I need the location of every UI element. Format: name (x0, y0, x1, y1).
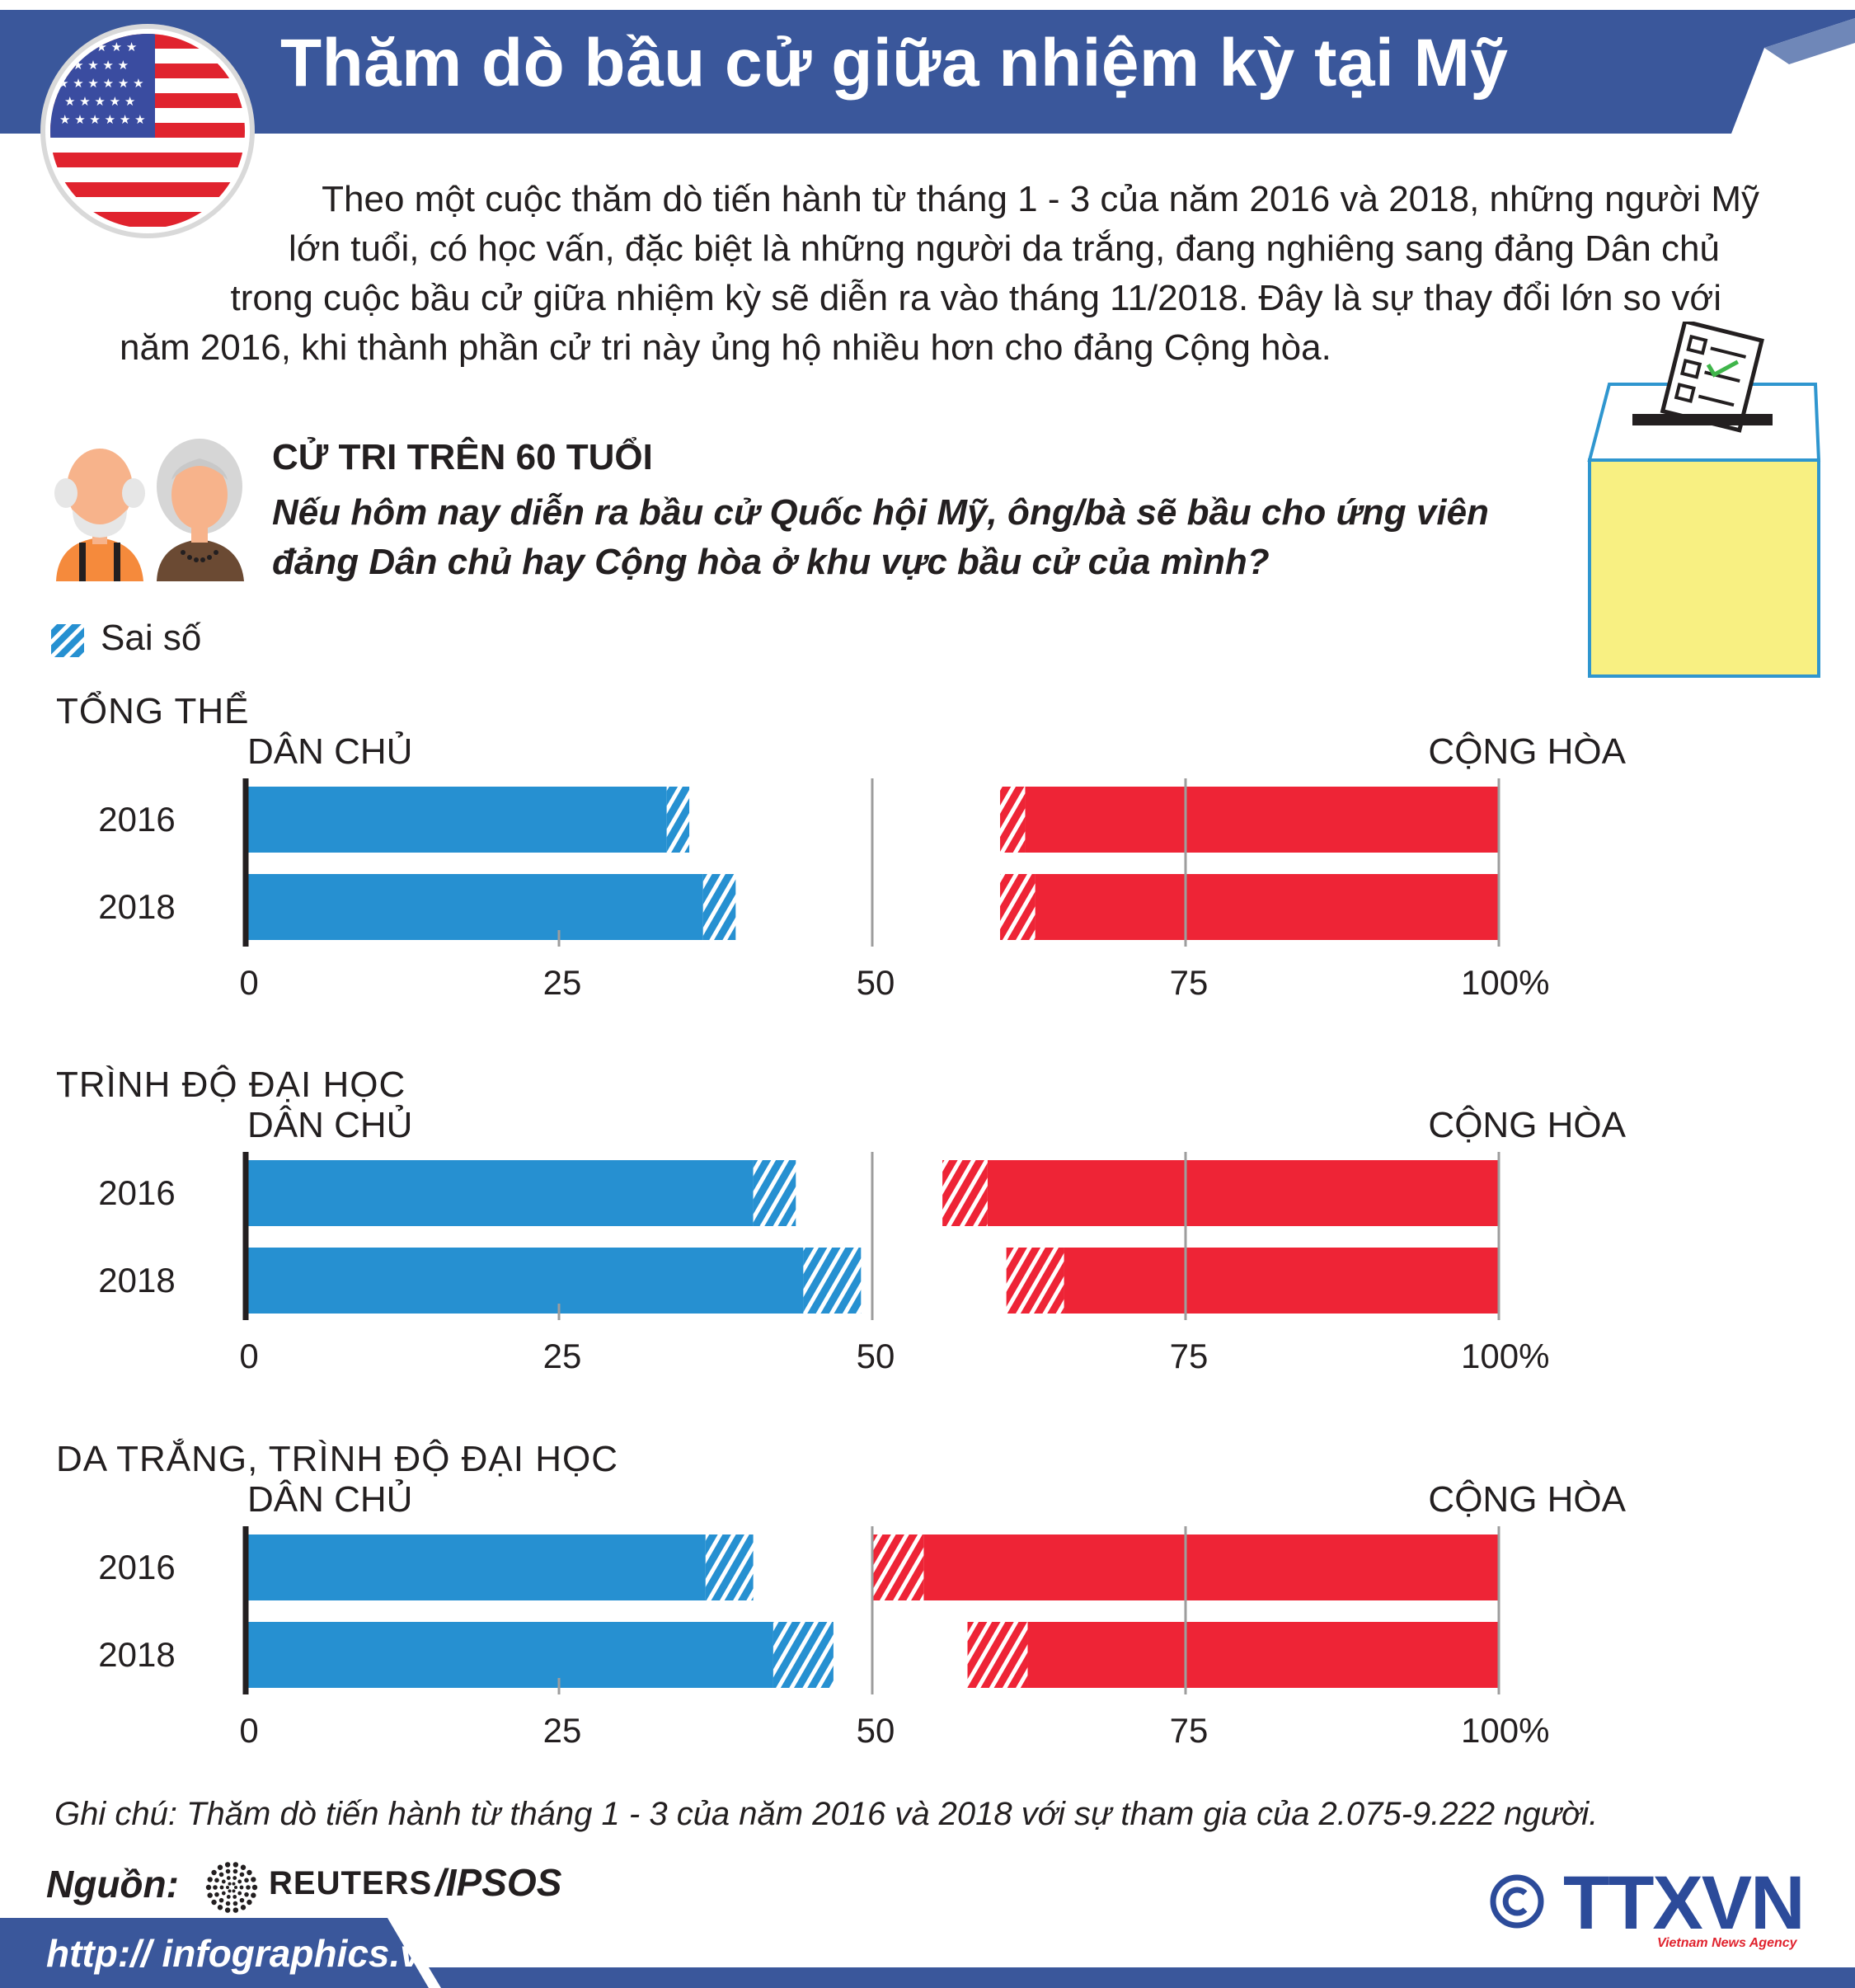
survey-question-line: đảng Dân chủ hay Cộng hòa ở khu vực bầu … (272, 542, 1270, 582)
republican-margin-of-error (1000, 874, 1036, 940)
democrat-label: DÂN CHỦ (247, 730, 412, 772)
democrat-margin-of-error (666, 787, 690, 853)
chart-panel-overall: TỔNG THỂ DÂN CHỦ CỘNG HÒA 2016 2018 0 25 50 75 1… (0, 691, 1855, 1021)
grandfather-icon (54, 449, 145, 581)
democrat-bar (246, 787, 667, 853)
ballot-box-icon (1587, 322, 1821, 678)
reuters-logo-icon (205, 1862, 258, 1913)
x-tick-label: 100% (1461, 1337, 1549, 1375)
svg-text:★ ★ ★ ★ ★: ★ ★ ★ ★ ★ (64, 94, 135, 109)
x-tick-label: 25 (543, 1337, 582, 1375)
subtitle-heading: CỬ TRI TRÊN 60 TUỔI (272, 437, 653, 477)
category-label: 2016 (98, 800, 175, 839)
intro-line: trong cuộc bầu cử giữa nhiệm kỳ sẽ diễn … (230, 278, 1721, 318)
legend-label: Sai số (101, 618, 202, 658)
republican-label: CỘNG HÒA (1428, 1104, 1626, 1145)
category-label: 2018 (98, 887, 175, 926)
republican-bar (987, 1160, 1499, 1226)
header-band (0, 10, 1855, 134)
democrat-margin-of-error (702, 874, 736, 940)
source-name: REUTERS (269, 1865, 433, 1901)
chart-overall: DÂN CHỦ CỘNG HÒA 2016 2018 0 25 50 75 100% (98, 730, 1626, 1002)
copyright-icon (1490, 1874, 1544, 1929)
survey-question-line: Nếu hôm nay diễn ra bầu cử Quốc hội Mỹ, … (272, 492, 1489, 533)
chart-panel-white-college: DA TRẮNG, TRÌNH ĐỘ ĐẠI HỌC DÂN CHỦ CỘNG H… (0, 1439, 1855, 1769)
x-tick-label: 0 (239, 1711, 258, 1750)
republican-margin-of-error (1000, 787, 1026, 853)
source-label: Nguồn: (46, 1863, 179, 1906)
republican-bar (1027, 1622, 1499, 1688)
democrat-margin-of-error (753, 1160, 796, 1226)
category-label: 2018 (98, 1261, 175, 1299)
republican-bar (1035, 874, 1499, 940)
elderly-voters-icon (54, 439, 244, 581)
svg-text:★ ★ ★ ★ ★ ★: ★ ★ ★ ★ ★ ★ (58, 76, 144, 91)
democrat-bar (246, 1248, 804, 1314)
republican-margin-of-error (967, 1622, 1028, 1688)
democrat-margin-of-error (705, 1534, 754, 1600)
us-flag-icon: ★ ★ ★ ★ ★ ★ ★ ★ ★ ★ ★ ★ ★ ★ ★ ★ ★ ★ ★ ★ … (40, 24, 255, 238)
x-tick-label: 50 (857, 1337, 895, 1375)
republican-label: CỘNG HÒA (1428, 731, 1626, 772)
chart-panel-college: TRÌNH ĐỘ ĐẠI HỌC DÂN CHỦ CỘNG HÒA 2016 2018… (0, 1064, 1855, 1394)
republican-margin-of-error (1006, 1248, 1064, 1314)
democrat-label: DÂN CHỦ (247, 1478, 412, 1520)
category-label: 2016 (98, 1548, 175, 1586)
democrat-bar (246, 1534, 706, 1600)
x-tick-label: 50 (857, 1711, 895, 1750)
chart-white-college: DÂN CHỦ CỘNG HÒA 2016 2018 0 25 50 75 100% (98, 1478, 1626, 1750)
agency-logo: TTXVN (1563, 1861, 1806, 1945)
intro-line: năm 2016, khi thành phần cử tri này ủng … (120, 327, 1331, 368)
x-tick-label: 0 (239, 963, 258, 1002)
x-tick-label: 100% (1461, 963, 1549, 1002)
agency-tagline: Vietnam News Agency (1657, 1936, 1797, 1950)
republican-bar (1064, 1248, 1499, 1314)
panel-title: DA TRẮNG, TRÌNH ĐỘ ĐẠI HỌC (56, 1439, 619, 1479)
grandmother-icon (157, 439, 244, 581)
democrat-margin-of-error (803, 1248, 862, 1314)
democrat-bar (246, 874, 703, 940)
source-partner: /IPSOS (435, 1861, 562, 1904)
website-link[interactable]: http:// infographics.vn (46, 1932, 444, 1975)
democrat-bar (246, 1622, 773, 1688)
svg-text:★ ★ ★ ★: ★ ★ ★ ★ (73, 58, 129, 73)
x-tick-label: 50 (857, 963, 895, 1002)
democrat-margin-of-error (773, 1622, 834, 1688)
page-title: Thăm dò bầu cử giữa nhiệm kỳ tại Mỹ (280, 26, 1509, 101)
republican-bar (1025, 787, 1499, 853)
republican-label: CỘNG HÒA (1428, 1478, 1626, 1520)
intro-paragraph: Theo một cuộc thăm dò tiến hành từ tháng… (115, 175, 1764, 373)
democrat-label: DÂN CHỦ (247, 1103, 412, 1145)
intro-line: lớn tuổi, có học vấn, đặc biệt là những … (288, 228, 1720, 269)
margin-of-error-swatch (51, 624, 84, 657)
republican-bar (923, 1534, 1499, 1600)
republican-margin-of-error (942, 1160, 988, 1226)
chart-college: DÂN CHỦ CỘNG HÒA 2016 2018 0 25 50 75 100% (98, 1103, 1626, 1375)
democrat-bar (246, 1160, 754, 1226)
x-tick-label: 0 (239, 1337, 258, 1375)
x-tick-label: 75 (1170, 1337, 1209, 1375)
x-tick-label: 75 (1170, 963, 1209, 1002)
footnote: Ghi chú: Thăm dò tiến hành từ tháng 1 - … (54, 1796, 1599, 1832)
category-label: 2018 (98, 1635, 175, 1674)
footer-band (0, 1918, 1855, 1988)
x-tick-label: 25 (543, 1711, 582, 1750)
intro-line: Theo một cuộc thăm dò tiến hành từ tháng… (322, 179, 1759, 219)
svg-text:★ ★ ★ ★ ★ ★: ★ ★ ★ ★ ★ ★ (59, 112, 146, 127)
survey-question: Nếu hôm nay diễn ra bầu cử Quốc hội Mỹ, … (272, 488, 1509, 587)
x-tick-label: 100% (1461, 1711, 1549, 1750)
x-tick-label: 25 (543, 963, 582, 1002)
panel-title: TRÌNH ĐỘ ĐẠI HỌC (56, 1064, 406, 1105)
republican-margin-of-error (873, 1534, 924, 1600)
x-tick-label: 75 (1170, 1711, 1209, 1750)
panel-title: TỔNG THỂ (56, 691, 250, 731)
category-label: 2016 (98, 1173, 175, 1212)
